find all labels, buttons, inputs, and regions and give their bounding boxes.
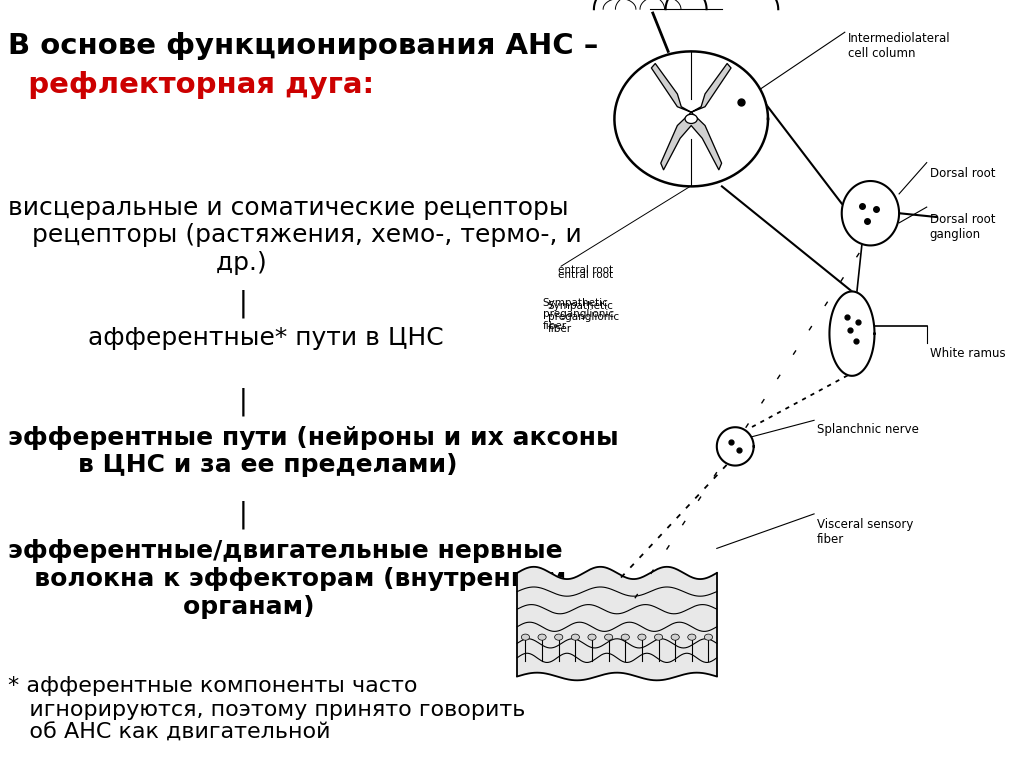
Text: Sympathetic
preganglionic
fiber: Sympathetic preganglionic fiber xyxy=(548,301,618,334)
Circle shape xyxy=(538,634,546,640)
Text: entral root: entral root xyxy=(558,270,613,280)
Text: |: | xyxy=(8,387,248,416)
Text: В основе функционирования АНС –: В основе функционирования АНС – xyxy=(8,32,599,61)
Text: * афферентные компоненты часто
   игнорируются, поэтому принято говорить
   об А: * афферентные компоненты часто игнорирую… xyxy=(8,676,525,743)
Text: Intermediolateral
cell column: Intermediolateral cell column xyxy=(848,32,950,61)
Text: рефлекторная дуга:: рефлекторная дуга: xyxy=(8,71,375,99)
Text: эфферентные/двигательные нервные
   волокна к эффекторам (внутренним
           : эфферентные/двигательные нервные волокна… xyxy=(8,539,566,619)
Circle shape xyxy=(555,634,563,640)
Text: White ramus: White ramus xyxy=(930,347,1006,360)
Polygon shape xyxy=(614,51,768,186)
Text: эфферентные пути (нейроны и их аксоны
        в ЦНС и за ее пределами): эфферентные пути (нейроны и их аксоны в … xyxy=(8,426,618,478)
Text: Dorsal root
ganglion: Dorsal root ganglion xyxy=(930,213,995,242)
Polygon shape xyxy=(651,64,731,170)
Text: Visceral sensory
fiber: Visceral sensory fiber xyxy=(817,518,913,546)
Circle shape xyxy=(654,634,663,640)
Text: Splanchnic nerve: Splanchnic nerve xyxy=(817,423,919,436)
Text: |: | xyxy=(8,501,248,529)
Circle shape xyxy=(671,634,679,640)
Polygon shape xyxy=(717,427,754,466)
Circle shape xyxy=(622,634,630,640)
Text: entral root: entral root xyxy=(558,265,613,275)
Circle shape xyxy=(638,634,646,640)
Circle shape xyxy=(521,634,529,640)
Text: висцеральные и соматические рецепторы
   рецепторы (растяжения, хемо-, термо-, и: висцеральные и соматические рецепторы ре… xyxy=(8,196,582,275)
Circle shape xyxy=(705,634,713,640)
Polygon shape xyxy=(829,291,874,376)
Polygon shape xyxy=(594,0,707,9)
Text: Sympathetic
preganglionic
fiber: Sympathetic preganglionic fiber xyxy=(543,298,613,331)
Polygon shape xyxy=(517,567,717,680)
Circle shape xyxy=(688,634,696,640)
Circle shape xyxy=(685,114,697,123)
Text: Dorsal root: Dorsal root xyxy=(930,167,995,180)
Text: |: | xyxy=(8,290,248,318)
Polygon shape xyxy=(666,0,778,9)
Text: афферентные* пути в ЦНС: афферентные* пути в ЦНС xyxy=(8,326,443,350)
Circle shape xyxy=(588,634,596,640)
Polygon shape xyxy=(842,181,899,245)
Circle shape xyxy=(604,634,612,640)
Circle shape xyxy=(571,634,580,640)
